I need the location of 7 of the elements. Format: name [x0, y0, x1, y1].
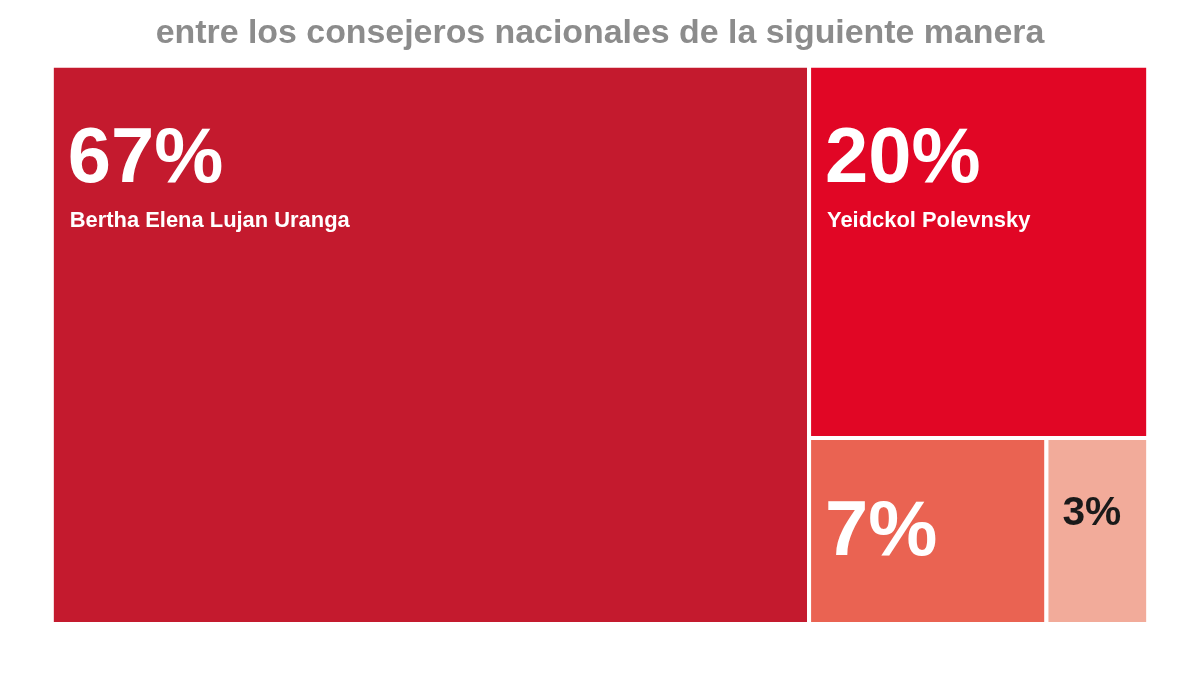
data-label: 67% [67, 112, 224, 199]
category-label: Bertha Elena Lujan Uranga [69, 207, 351, 233]
data-label: 20% [825, 112, 981, 199]
data-label: 7% [825, 484, 938, 571]
category-label: Yeidckol Polevnsky [827, 207, 1032, 233]
data-label: 3% [1062, 487, 1122, 534]
text: entre los consejeros nacionales de la siguiente manera [155, 11, 1046, 50]
